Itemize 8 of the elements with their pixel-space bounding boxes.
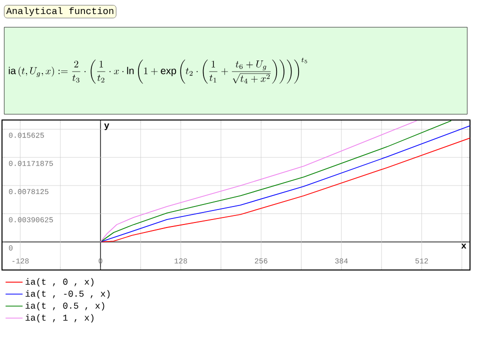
- legend-label: ia(t , 0 , x): [26, 278, 94, 287]
- legend-label: ia(t , 0.5 , x): [26, 302, 104, 310]
- text: $\mathrm{ia}\left(t, U_g, x\right) := \frac{2}{t_3}\cdot\left(\frac{1}{t_2}\cdot x\cdot \ln\left(1+\exp\left(t_2\cdot\left(\frac{1}{t_1}+\frac{t_6+U_g}{\sqrt{t_4+x^2}}\right)\right)\right)\right)^{t_5}$: [8, 58, 308, 84]
- x-axis-title: x: [461, 244, 466, 248]
- y-axis-title: y: [104, 124, 110, 130]
- legend-label: ia(t , 1 , x): [26, 314, 94, 322]
- chart-title: Analytical function: [6, 7, 114, 16]
- legend-label: ia(t , -0.5 , x): [26, 290, 110, 299]
